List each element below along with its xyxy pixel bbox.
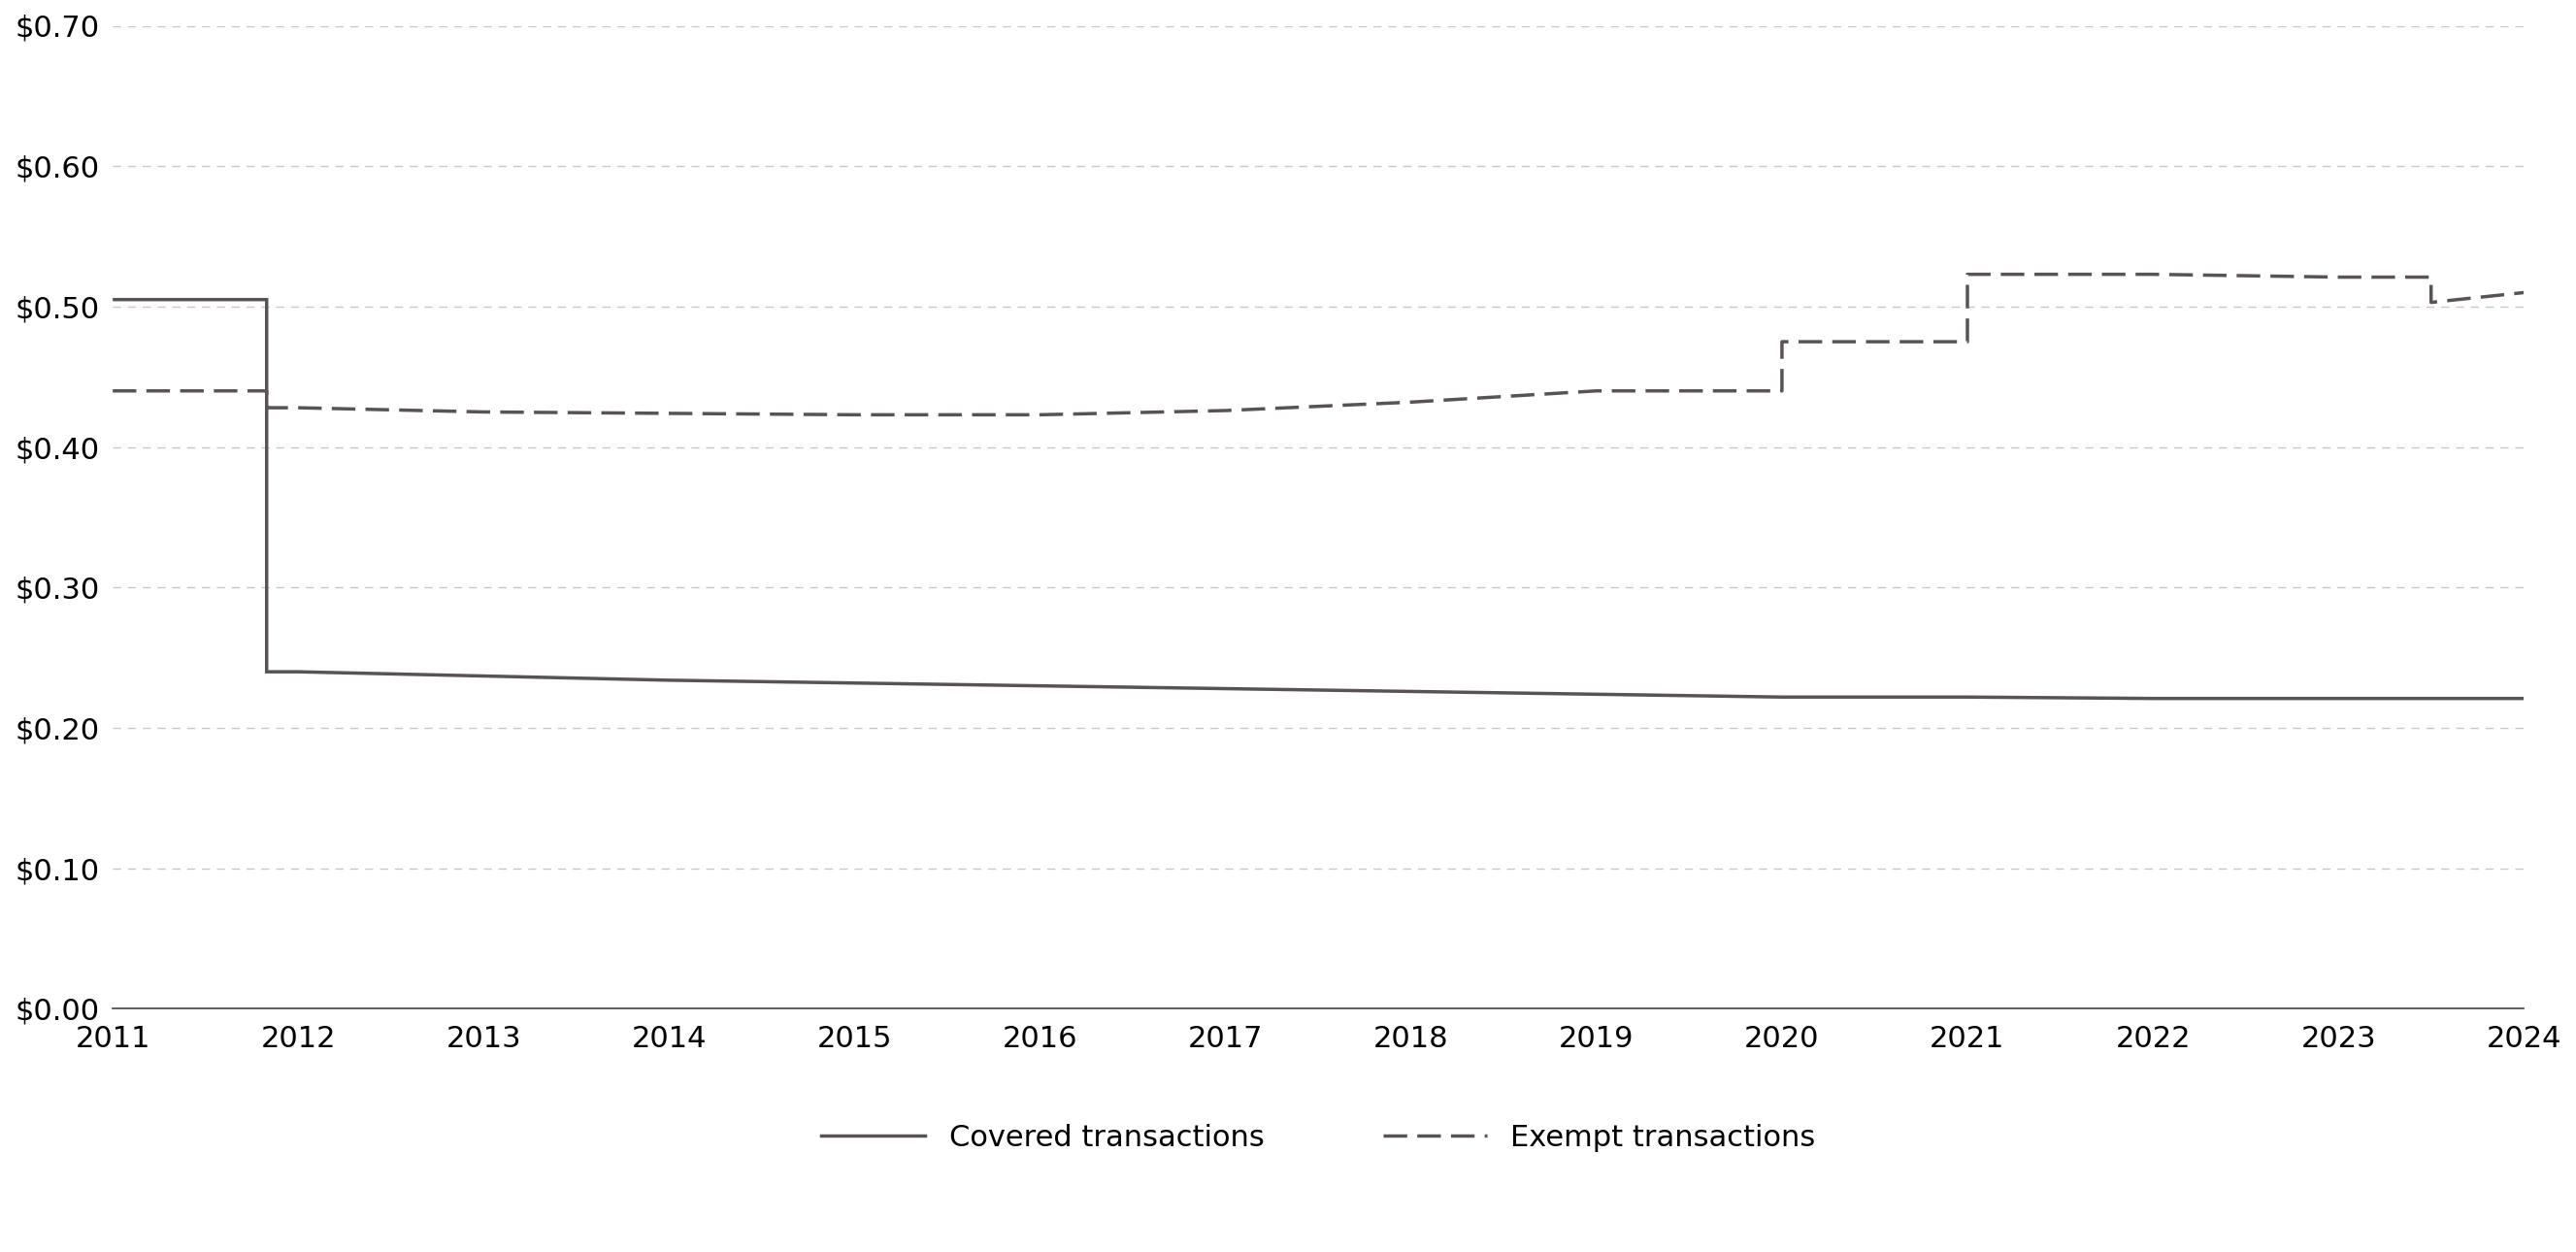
Exempt transactions bbox=[1953, 267, 1984, 282]
Covered transactions bbox=[2324, 691, 2354, 706]
Covered transactions bbox=[1767, 690, 1798, 705]
Exempt transactions bbox=[1582, 383, 1613, 398]
Covered transactions bbox=[283, 665, 314, 680]
Covered transactions bbox=[98, 292, 129, 307]
Exempt transactions bbox=[1025, 407, 1056, 422]
Legend: Covered transactions, Exempt transactions: Covered transactions, Exempt transaction… bbox=[809, 1112, 1826, 1164]
Exempt transactions bbox=[2416, 295, 2447, 310]
Exempt transactions bbox=[283, 401, 314, 416]
Covered transactions bbox=[2509, 691, 2540, 706]
Exempt transactions bbox=[1767, 334, 1798, 349]
Covered transactions bbox=[1953, 690, 1984, 705]
Covered transactions bbox=[469, 669, 500, 684]
Covered transactions bbox=[252, 665, 283, 680]
Covered transactions bbox=[840, 676, 871, 691]
Exempt transactions bbox=[2416, 269, 2447, 284]
Exempt transactions bbox=[1211, 403, 1242, 418]
Exempt transactions bbox=[2138, 267, 2169, 282]
Exempt transactions bbox=[98, 383, 129, 398]
Exempt transactions bbox=[252, 383, 283, 398]
Covered transactions bbox=[2138, 691, 2169, 706]
Covered transactions bbox=[252, 292, 283, 307]
Exempt transactions bbox=[654, 406, 685, 421]
Exempt transactions bbox=[469, 404, 500, 419]
Exempt transactions bbox=[252, 401, 283, 416]
Exempt transactions bbox=[840, 407, 871, 422]
Covered transactions bbox=[1396, 684, 1427, 699]
Exempt transactions bbox=[1953, 334, 1984, 349]
Exempt transactions bbox=[2324, 269, 2354, 284]
Covered transactions bbox=[654, 672, 685, 687]
Covered transactions bbox=[1025, 679, 1056, 694]
Exempt transactions bbox=[1767, 383, 1798, 398]
Exempt transactions bbox=[1396, 394, 1427, 409]
Line: Covered transactions: Covered transactions bbox=[113, 299, 2524, 699]
Covered transactions bbox=[1582, 687, 1613, 702]
Line: Exempt transactions: Exempt transactions bbox=[113, 274, 2524, 414]
Covered transactions bbox=[1211, 681, 1242, 696]
Exempt transactions bbox=[2509, 285, 2540, 300]
